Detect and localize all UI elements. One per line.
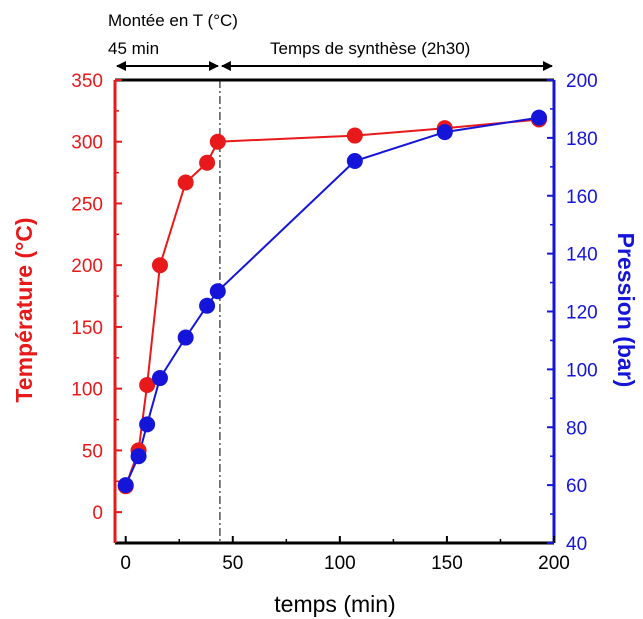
x-tick-label: 200 bbox=[538, 553, 570, 574]
series-points bbox=[117, 109, 548, 495]
y-left-tick-label: 200 bbox=[71, 256, 103, 277]
axis-labels: temps (min) Température (°C) Pression (b… bbox=[11, 217, 639, 617]
y-right-tick-label: 160 bbox=[566, 187, 598, 208]
y-right-tick-label: 180 bbox=[566, 129, 598, 150]
series-lines bbox=[124, 116, 540, 487]
phase1-label-top: Montée en T (°C) bbox=[108, 11, 238, 30]
pression-point bbox=[151, 370, 168, 387]
y-left-tick-label: 350 bbox=[71, 71, 103, 92]
pression-point bbox=[139, 416, 156, 433]
y-right-tick-label: 140 bbox=[566, 245, 598, 266]
y-left-tick-label: 50 bbox=[82, 441, 103, 462]
y-left-tick-label: 150 bbox=[71, 318, 103, 339]
temperature-point bbox=[139, 376, 156, 393]
pression-point bbox=[209, 283, 226, 300]
x-tick-label: 150 bbox=[431, 553, 463, 574]
temperature-series-line bbox=[124, 118, 540, 487]
y-right-tick-label: 200 bbox=[566, 71, 598, 92]
pression-point bbox=[177, 329, 194, 346]
temperature-point bbox=[199, 154, 216, 171]
y-left-axis-label: Température (°C) bbox=[11, 217, 37, 402]
pression-point bbox=[531, 109, 548, 126]
x-tick-label: 0 bbox=[120, 553, 131, 574]
y-right-tick-label: 120 bbox=[566, 303, 598, 324]
tick-labels: 0 50 100 150 200 0 50 100 150 200 250 300 350 40 60 80 1… bbox=[71, 71, 597, 574]
pression-series-line bbox=[124, 116, 540, 486]
annotations: Montée en T (°C) 45 min Temps de synthès… bbox=[108, 11, 470, 58]
phase2-label: Temps de synthèse (2h30) bbox=[270, 39, 470, 58]
y-right-tick-label: 80 bbox=[566, 418, 587, 439]
y-left-tick-label: 300 bbox=[71, 133, 103, 154]
y-left-tick-label: 250 bbox=[71, 194, 103, 215]
pression-point bbox=[130, 448, 147, 465]
temperature-point bbox=[346, 127, 363, 144]
axes bbox=[113, 78, 556, 545]
x-tick-label: 100 bbox=[324, 553, 356, 574]
x-tick-label: 50 bbox=[222, 553, 243, 574]
y-left-tick-label: 100 bbox=[71, 380, 103, 401]
phase1-label: 45 min bbox=[108, 39, 159, 58]
temperature-point bbox=[177, 174, 194, 191]
y-right-axis-label: Pression (bar) bbox=[613, 233, 639, 388]
y-right-tick-label: 60 bbox=[566, 476, 587, 497]
pression-point bbox=[117, 477, 134, 494]
pression-point bbox=[199, 297, 216, 314]
y-right-tick-label: 40 bbox=[566, 534, 587, 555]
pression-point bbox=[436, 124, 453, 141]
y-right-tick-label: 100 bbox=[566, 360, 598, 381]
y-left-tick-label: 0 bbox=[92, 503, 103, 524]
pression-point bbox=[346, 153, 363, 170]
temperature-point bbox=[209, 133, 226, 150]
temperature-point bbox=[151, 257, 168, 274]
x-axis-label: temps (min) bbox=[274, 591, 395, 617]
